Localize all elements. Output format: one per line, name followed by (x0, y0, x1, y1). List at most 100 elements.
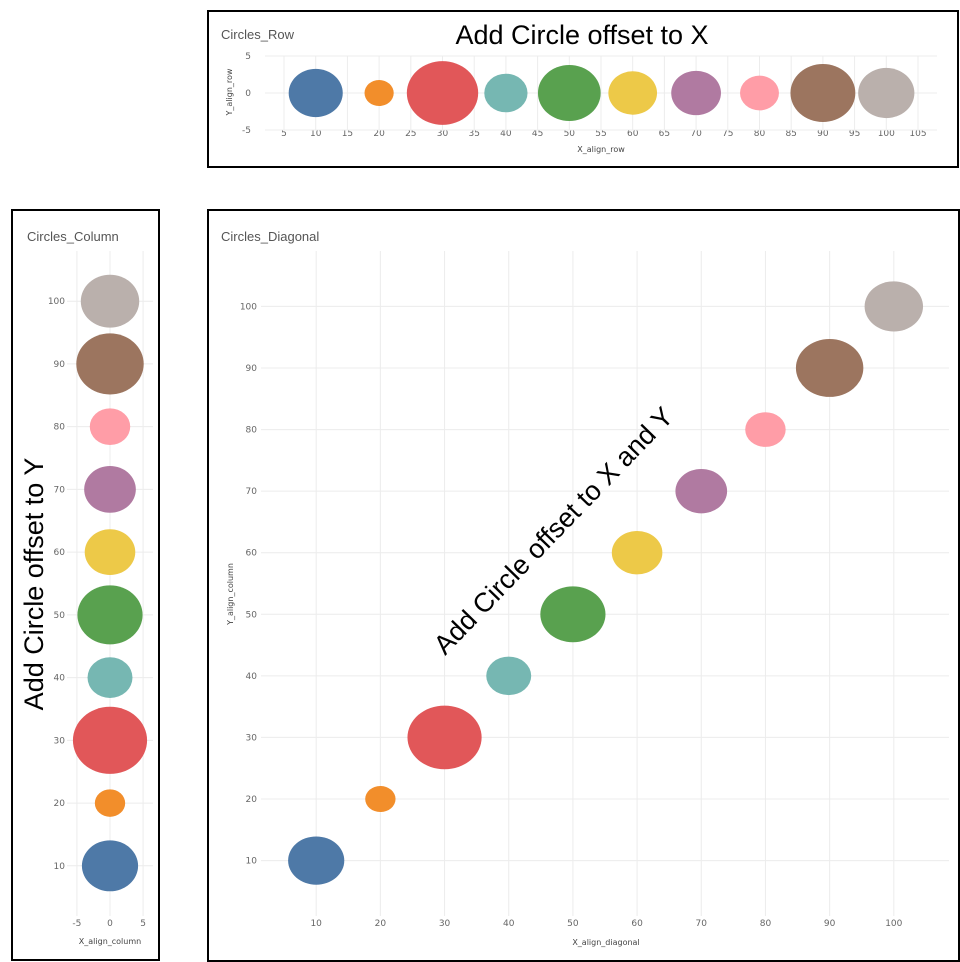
circles-column-x-axis-title: X_align_column (79, 937, 141, 946)
circles-row-circle-80-0[interactable] (740, 75, 779, 111)
circles-row-y-tick-label: -5 (242, 126, 251, 136)
circles-diagonal-circle-50-50[interactable] (540, 586, 606, 643)
circles-column-circle-0-50[interactable] (77, 585, 143, 645)
circles-diagonal-x-tick-label: 90 (824, 919, 836, 929)
circles-column-y-tick-label: 80 (54, 423, 66, 433)
circles-diagonal-circle-10-10[interactable] (288, 836, 345, 885)
circles-column-y-tick-label: 40 (54, 674, 66, 684)
circles-diagonal-y-tick-label: 30 (246, 733, 258, 743)
circles-row-x-tick-label: 5 (281, 129, 287, 139)
circles-diagonal-circle-20-20[interactable] (365, 785, 396, 813)
circles-column-circle-0-20[interactable] (94, 789, 126, 817)
circles-diagonal-x-tick-label: 30 (439, 919, 451, 929)
circles-row-x-tick-label: 90 (817, 129, 829, 139)
circles-diagonal-y-tick-label: 60 (246, 549, 258, 559)
circles-diagonal-circle-60-60[interactable] (611, 531, 663, 575)
circles-row-circle-40-0[interactable] (484, 73, 528, 113)
circles-row-x-tick-label: 30 (437, 129, 449, 139)
circles-column-circle-0-10[interactable] (81, 840, 139, 892)
circles-row-title: Circles_Row (221, 27, 295, 42)
circles-column-x-tick-label: 0 (107, 919, 113, 929)
circles-diagonal-circle-90-90[interactable] (795, 339, 864, 397)
circles-diagonal-panel: 10 20 30 40 50 60 70 80 90 100 10 20 30 40 50 60 70 80 90 1… (207, 209, 960, 962)
circles-diagonal-y-tick-label: 100 (240, 302, 257, 312)
circles-column-y-tick-label: 100 (48, 297, 65, 307)
circles-row-x-tick-label: 45 (532, 129, 543, 139)
circles-row-x-tick-label: 15 (342, 129, 353, 139)
circles-column-circle-0-90[interactable] (76, 333, 144, 395)
circles-row-x-tick-label: 80 (754, 129, 766, 139)
circles-column-x-tick-label: 5 (140, 919, 146, 929)
circles-diagonal-x-tick-label: 10 (310, 919, 322, 929)
circles-row-x-axis-title: X_align_row (577, 145, 625, 154)
circles-column-y-tick-label: 30 (54, 736, 66, 746)
circles-column-panel: -5 0 5 10 20 30 40 50 60 70 80 90 100 Circles_Column… (11, 209, 160, 961)
circles-row-y-tick-label: 5 (245, 52, 251, 62)
circles-column-y-tick-label: 90 (54, 360, 66, 370)
circles-row-x-tick-label: 20 (373, 129, 385, 139)
circles-diagonal-x-tick-label: 70 (696, 919, 708, 929)
circles-column-circle-0-100[interactable] (80, 274, 140, 328)
circles-diagonal-title: Circles_Diagonal (221, 229, 319, 244)
circles-row-x-tick-label: 105 (909, 129, 926, 139)
circles-column-title: Circles_Column (27, 229, 119, 244)
circles-row-x-tick-label: 35 (468, 129, 479, 139)
circles-diagonal-y-tick-label: 20 (246, 795, 258, 805)
circles-column-y-tick-label: 60 (54, 548, 66, 558)
circles-row-x-tick-label: 55 (595, 129, 606, 139)
circles-row-x-tick-label: 50 (564, 129, 576, 139)
circles-row-circle-60-0[interactable] (608, 71, 658, 115)
circles-column-circle-0-80[interactable] (89, 408, 131, 445)
circles-row-x-tick-label: 70 (690, 129, 702, 139)
circles-diagonal-y-tick-label: 70 (246, 487, 258, 497)
circles-column-y-tick-label: 70 (54, 485, 66, 495)
circles-row-circle-50-0[interactable] (537, 65, 601, 121)
circles-column-y-tick-label: 10 (54, 862, 66, 872)
circles-row-x-tick-label: 95 (849, 129, 860, 139)
circles-diagonal-x-tick-label: 40 (503, 919, 515, 929)
circles-diagonal-circle-80-80[interactable] (745, 412, 786, 447)
circles-row-x-tick-label: 65 (659, 129, 670, 139)
circles-diagonal-circle-30-30[interactable] (407, 705, 482, 770)
circles-diagonal-chart: 10 20 30 40 50 60 70 80 90 100 10 20 30 40 50 60 70 80 90 1… (221, 229, 949, 947)
circles-row-x-tick-label: 25 (405, 129, 416, 139)
circles-row-x-tick-label: 85 (785, 129, 796, 139)
circles-row-circle-100-0[interactable] (858, 67, 915, 119)
circles-column-y-tick-label: 50 (54, 611, 66, 621)
circles-row-x-tick-label: 60 (627, 129, 639, 139)
circles-diagonal-y-tick-label: 40 (246, 672, 258, 682)
circles-diagonal-x-tick-label: 100 (885, 919, 902, 929)
circles-column-chart: -5 0 5 10 20 30 40 50 60 70 80 90 100 Circles_Column… (19, 229, 153, 946)
circles-column-circle-0-60[interactable] (84, 529, 136, 576)
circles-row-circle-30-0[interactable] (406, 61, 479, 125)
circles-row-panel: 5 10 15 20 25 30 35 40 45 50 55 60 65 70 75 80 85 90 95 100… (207, 10, 959, 168)
circles-diagonal-x-tick-label: 50 (567, 919, 579, 929)
circles-row-circle-70-0[interactable] (671, 70, 721, 116)
circles-diagonal-y-tick-label: 10 (246, 857, 258, 867)
circles-row-x-tick-label: 100 (878, 129, 895, 139)
circles-diagonal-x-tick-label: 20 (375, 919, 387, 929)
circles-column-circle-0-30[interactable] (72, 706, 148, 774)
circles-column-annotation: Add Circle offset to Y (19, 458, 49, 711)
circles-row-circle-10-0[interactable] (288, 68, 343, 118)
circles-diagonal-y-axis-title: Y_align_column (226, 563, 235, 626)
circles-diagonal-circle-70-70[interactable] (675, 468, 728, 514)
circles-row-x-tick-label: 75 (722, 129, 733, 139)
circles-row-chart: 5 10 15 20 25 30 35 40 45 50 55 60 65 70 75 80 85 90 95 100… (221, 20, 937, 154)
circles-diagonal-x-axis-title: X_align_diagonal (572, 938, 639, 947)
circles-row-x-tick-label: 40 (500, 129, 512, 139)
circles-column-y-tick-label: 20 (54, 799, 66, 809)
circles-row-y-tick-label: 0 (245, 89, 251, 99)
circles-row-circle-20-0[interactable] (364, 79, 394, 107)
circles-row-x-tick-label: 10 (310, 129, 322, 139)
circles-diagonal-y-tick-label: 80 (246, 426, 258, 436)
circles-column-x-tick-label: -5 (72, 919, 81, 929)
circles-column-circle-0-40[interactable] (87, 657, 133, 698)
circles-diagonal-x-tick-label: 80 (760, 919, 772, 929)
circles-row-circle-90-0[interactable] (790, 64, 856, 122)
circles-diagonal-y-tick-label: 90 (246, 364, 258, 374)
circles-row-y-axis-title: Y_align_row (225, 68, 234, 116)
circles-column-circle-0-70[interactable] (84, 465, 136, 513)
circles-diagonal-circle-100-100[interactable] (864, 281, 924, 332)
circles-diagonal-circle-40-40[interactable] (486, 656, 532, 696)
